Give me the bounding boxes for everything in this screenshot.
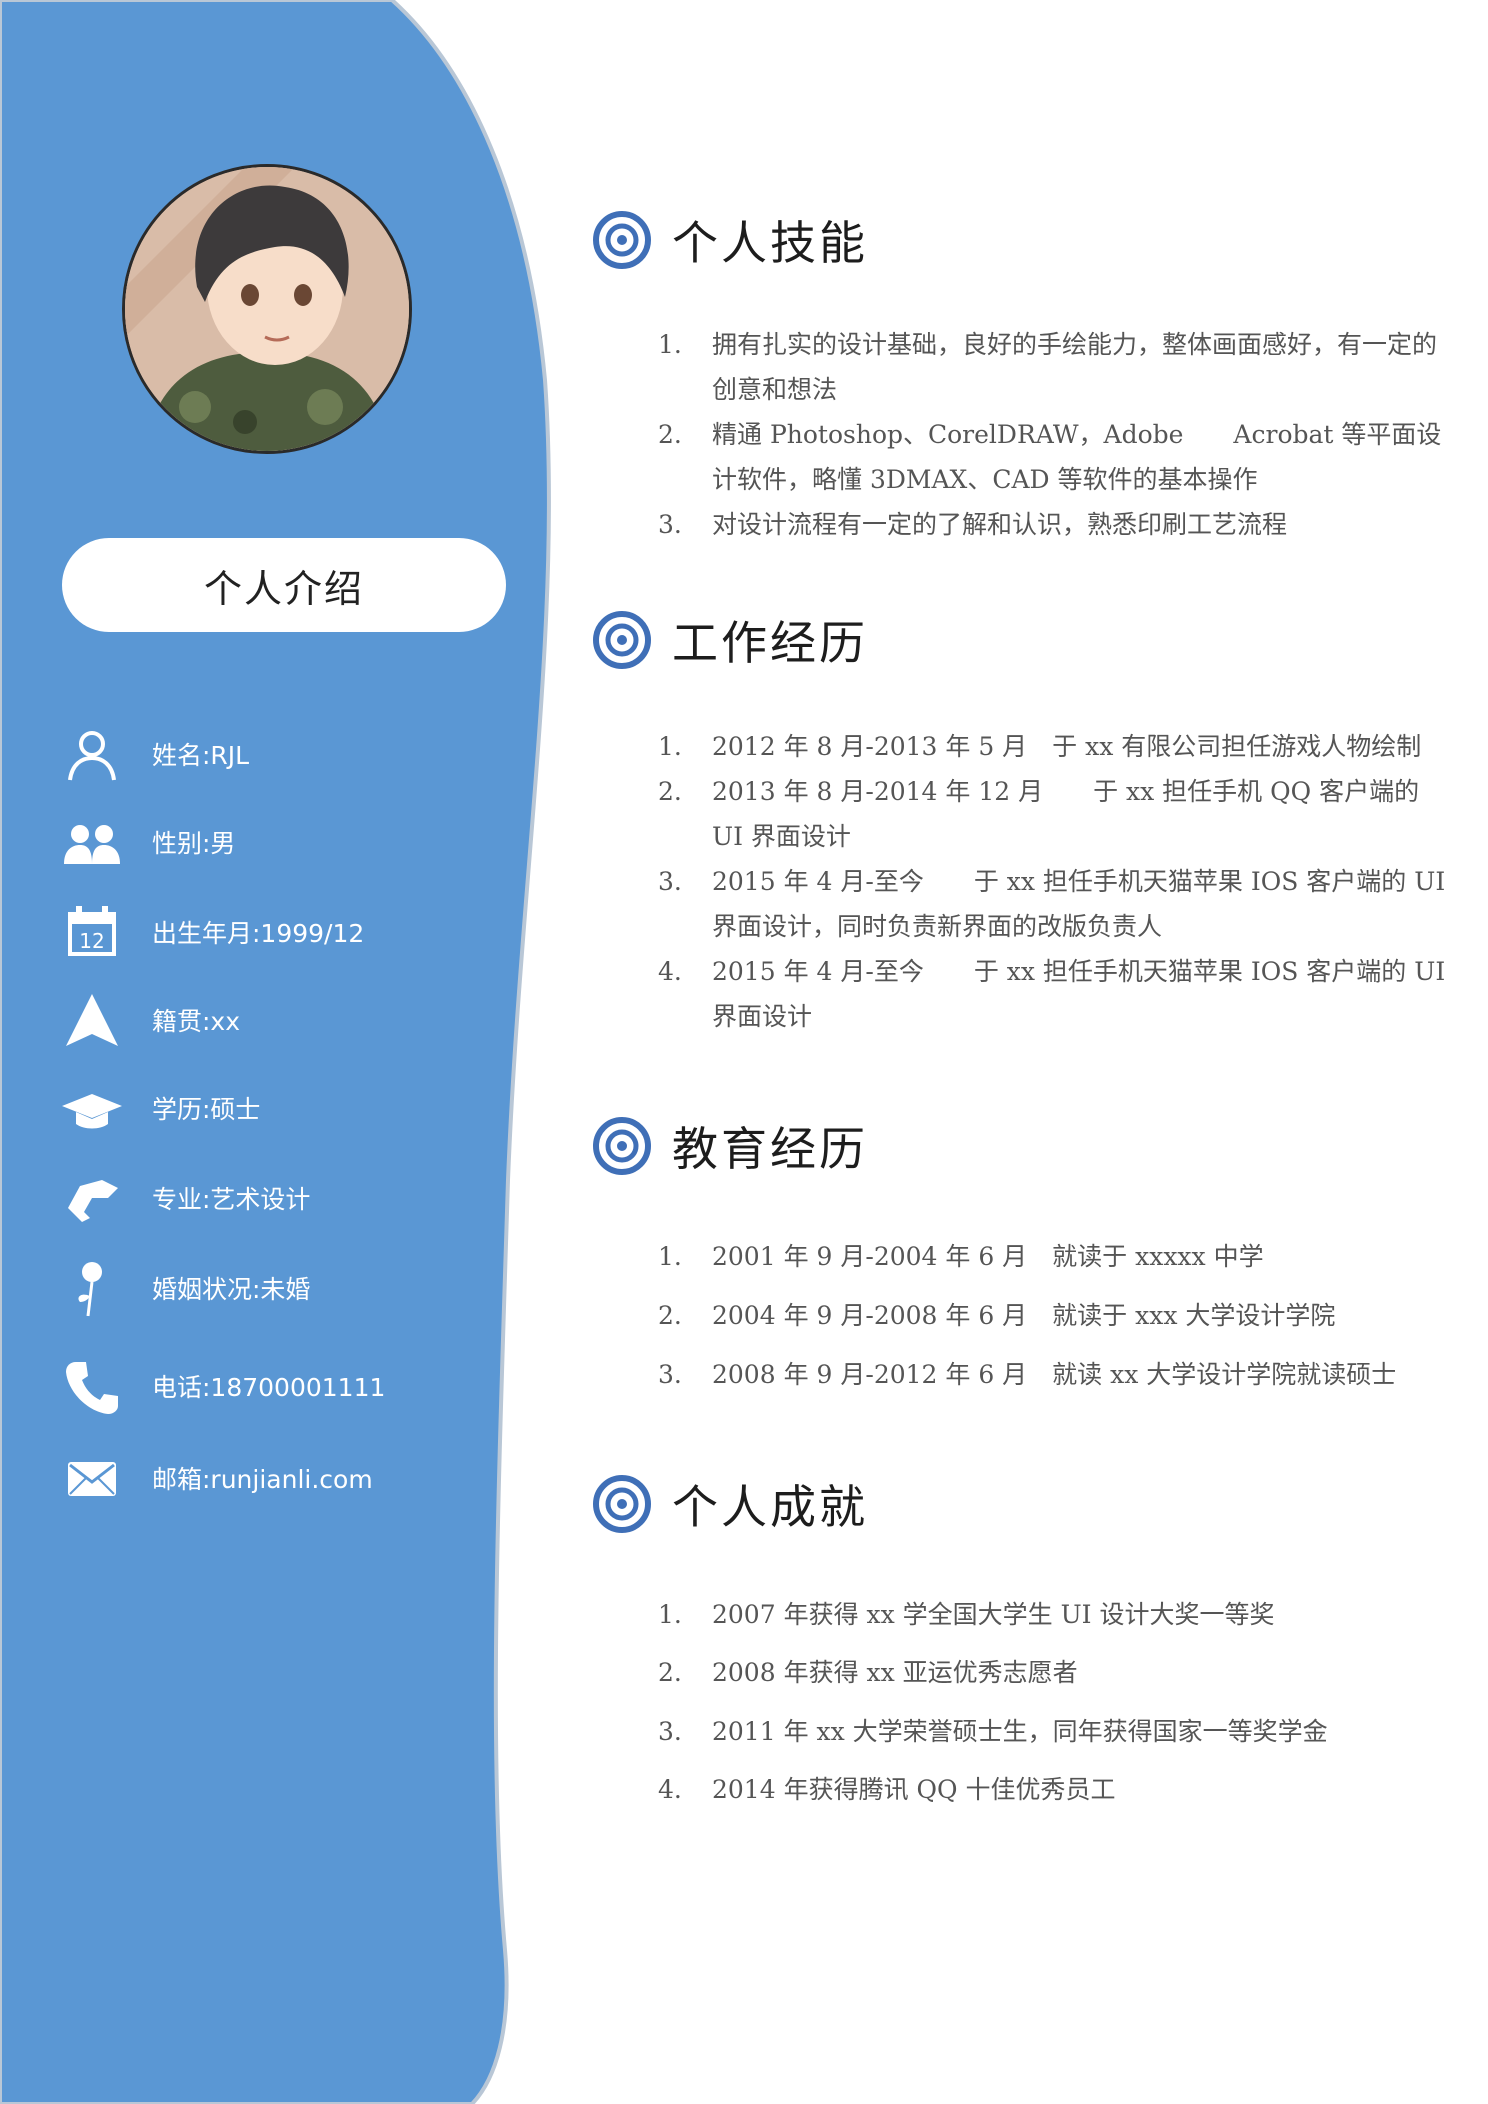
work-item: 3. 2015 年 4 月-至今 于 xx 担任手机天猫苹果 IOS 客户端的 U… — [658, 859, 1448, 949]
work-item-number: 2. — [658, 777, 682, 806]
graduation-cap-icon — [60, 1076, 124, 1140]
achievements-item: 1. 2007 年获得 xx 学全国大学生 UI 设计大奖一等奖 — [658, 1592, 1448, 1637]
phone-icon — [60, 1354, 124, 1418]
info-major: 专业:艺术设计 — [152, 1185, 311, 1214]
work-item-number: 3. — [658, 867, 682, 896]
section-achievements-title: 个人成就 — [672, 1480, 868, 1534]
info-phone: 电话:18700001111 — [152, 1373, 386, 1402]
info-email: 邮箱:runjianli.com — [152, 1465, 373, 1494]
achievements-item-text: 2014 年获得腾讯 QQ 十佳优秀员工 — [712, 1775, 1116, 1804]
skills-item-number: 1. — [658, 330, 682, 359]
section-work-header: 工作经历 — [592, 608, 868, 672]
info-row-phone: 电话:18700001111 — [60, 1354, 500, 1418]
info-row-birth: 12 出生年月:1999/12 — [60, 900, 500, 964]
calendar-icon: 12 — [60, 900, 124, 964]
work-item: 1. 2012 年 8 月-2013 年 5 月 于 xx 有限公司担任游戏人物绘… — [658, 724, 1448, 769]
info-row-name: 姓名:RJL — [60, 722, 500, 786]
couple-icon — [60, 810, 124, 874]
info-row-hometown: 籍贯:xx — [60, 988, 500, 1052]
education-item-number: 3. — [658, 1360, 682, 1389]
section-education-header: 教育经历 — [592, 1114, 868, 1178]
skills-item-text: 对设计流程有一定的了解和认识，熟悉印刷工艺流程 — [712, 510, 1288, 539]
section-skills-title: 个人技能 — [672, 216, 868, 270]
skills-item-text: 精通 Photoshop、CorelDRAW，Adobe Acrobat 等平面… — [712, 420, 1442, 494]
work-item-text: 2013 年 8 月-2014 年 12 月 于 xx 担任手机 QQ 客户端的… — [712, 777, 1420, 851]
education-item-number: 1. — [658, 1242, 682, 1271]
section-achievements-header: 个人成就 — [592, 1472, 868, 1536]
achievements-item-text: 2011 年 xx 大学荣誉硕士生，同年获得国家一等奖学金 — [712, 1717, 1328, 1746]
info-row-marital: 婚姻状况:未婚 — [60, 1256, 500, 1320]
person-icon — [60, 722, 124, 786]
achievements-item-text: 2008 年获得 xx 亚运优秀志愿者 — [712, 1658, 1078, 1687]
work-item-text: 2015 年 4 月-至今 于 xx 担任手机天猫苹果 IOS 客户端的 UI … — [712, 867, 1446, 941]
work-item-text: 2012 年 8 月-2013 年 5 月 于 xx 有限公司担任游戏人物绘制 — [712, 732, 1422, 761]
profile-avatar — [122, 164, 412, 454]
achievements-item-number: 1. — [658, 1600, 682, 1629]
skills-item-text: 拥有扎实的设计基础，良好的手绘能力，整体画面感好，有一定的创意和想法 — [712, 330, 1438, 404]
achievements-item: 3. 2011 年 xx 大学荣誉硕士生，同年获得国家一等奖学金 — [658, 1709, 1448, 1754]
section-skills-header: 个人技能 — [592, 208, 868, 272]
info-marital: 婚姻状况:未婚 — [152, 1275, 311, 1304]
section-work-title: 工作经历 — [672, 616, 868, 670]
work-item: 2. 2013 年 8 月-2014 年 12 月 于 xx 担任手机 QQ 客户… — [658, 769, 1448, 859]
skills-item-number: 2. — [658, 420, 682, 449]
bullseye-icon — [593, 211, 651, 269]
skills-item-number: 3. — [658, 510, 682, 539]
info-row-email: 邮箱:runjianli.com — [60, 1446, 500, 1510]
education-item-text: 2001 年 9 月-2004 年 6 月 就读于 xxxxx 中学 — [712, 1242, 1264, 1271]
info-gender: 性别:男 — [152, 829, 236, 858]
info-row-gender: 性别:男 — [60, 810, 500, 874]
achievements-item-number: 3. — [658, 1717, 682, 1746]
info-degree: 学历:硕士 — [152, 1095, 261, 1124]
work-item-number: 1. — [658, 732, 682, 761]
education-item-text: 2004 年 9 月-2008 年 6 月 就读于 xxx 大学设计学院 — [712, 1301, 1336, 1330]
bullseye-icon — [593, 1475, 651, 1533]
achievements-item: 4. 2014 年获得腾讯 QQ 十佳优秀员工 — [658, 1767, 1448, 1812]
achievements-item: 2. 2008 年获得 xx 亚运优秀志愿者 — [658, 1650, 1448, 1695]
work-item-text: 2015 年 4 月-至今 于 xx 担任手机天猫苹果 IOS 客户端的 UI … — [712, 957, 1446, 1031]
info-row-degree: 学历:硕士 — [60, 1076, 500, 1140]
education-item: 2. 2004 年 9 月-2008 年 6 月 就读于 xxx 大学设计学院 — [658, 1293, 1448, 1338]
intro-title: 个人介绍 — [203, 566, 364, 611]
work-item-number: 4. — [658, 957, 682, 986]
skills-item: 2. 精通 Photoshop、CorelDRAW，Adobe Acrobat 等… — [658, 412, 1448, 502]
section-education-title: 教育经历 — [672, 1122, 868, 1176]
achievements-item-number: 4. — [658, 1775, 682, 1804]
skills-item: 1. 拥有扎实的设计基础，良好的手绘能力，整体画面感好，有一定的创意和想法 — [658, 322, 1448, 412]
info-name: 姓名:RJL — [152, 741, 250, 770]
intro-title-pill: 个人介绍 — [62, 538, 506, 632]
rose-icon — [60, 1256, 124, 1320]
bullseye-icon — [593, 1117, 651, 1175]
achievements-item-text: 2007 年获得 xx 学全国大学生 UI 设计大奖一等奖 — [712, 1600, 1275, 1629]
work-item: 4. 2015 年 4 月-至今 于 xx 担任手机天猫苹果 IOS 客户端的 U… — [658, 949, 1448, 1039]
education-item: 3. 2008 年 9 月-2012 年 6 月 就读 xx 大学设计学院就读硕士 — [658, 1352, 1448, 1397]
education-item-number: 2. — [658, 1301, 682, 1330]
arrow-up-icon — [60, 988, 124, 1052]
info-row-major: 专业:艺术设计 — [60, 1166, 500, 1230]
mail-icon — [60, 1446, 124, 1510]
info-birth: 出生年月:1999/12 — [152, 919, 365, 948]
education-item: 1. 2001 年 9 月-2004 年 6 月 就读于 xxxxx 中学 — [658, 1234, 1448, 1279]
handshake-icon — [60, 1166, 124, 1230]
info-hometown: 籍贯:xx — [152, 1007, 241, 1036]
education-item-text: 2008 年 9 月-2012 年 6 月 就读 xx 大学设计学院就读硕士 — [712, 1360, 1397, 1389]
calendar-day: 12 — [79, 929, 104, 953]
skills-item: 3. 对设计流程有一定的了解和认识，熟悉印刷工艺流程 — [658, 502, 1448, 547]
bullseye-icon — [593, 611, 651, 669]
achievements-item-number: 2. — [658, 1658, 682, 1687]
